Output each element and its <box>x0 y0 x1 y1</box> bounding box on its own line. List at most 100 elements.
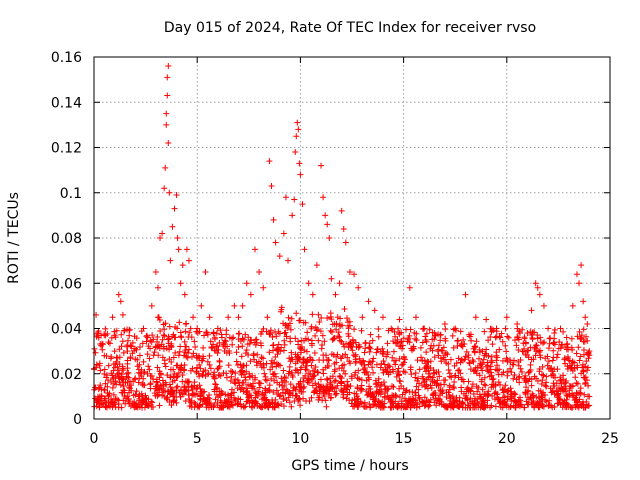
data-point <box>417 344 424 351</box>
data-point <box>423 330 430 337</box>
data-point <box>279 379 286 386</box>
data-point <box>170 331 177 338</box>
data-point <box>108 334 115 341</box>
data-point <box>435 346 442 353</box>
data-point <box>370 355 377 362</box>
data-point <box>404 336 411 343</box>
data-point <box>566 387 573 394</box>
data-point <box>581 391 588 398</box>
data-point <box>101 352 108 359</box>
data-point <box>198 302 205 309</box>
data-point <box>584 367 591 374</box>
data-point <box>365 298 372 305</box>
data-point <box>317 376 324 383</box>
data-point <box>454 367 461 374</box>
data-point <box>261 400 268 407</box>
data-point <box>318 315 325 322</box>
data-point <box>412 335 419 342</box>
data-point <box>286 355 293 362</box>
data-point <box>373 361 380 368</box>
data-point <box>370 369 377 376</box>
data-point <box>531 345 538 352</box>
data-point <box>444 351 451 358</box>
data-point <box>182 347 189 354</box>
data-point <box>493 357 500 364</box>
data-point <box>272 239 279 246</box>
data-point <box>454 337 461 344</box>
data-point <box>503 348 510 355</box>
data-point <box>155 342 162 349</box>
data-point <box>177 393 184 400</box>
data-point <box>419 326 426 333</box>
data-point <box>147 337 154 344</box>
data-point <box>539 377 546 384</box>
data-point <box>143 333 150 340</box>
data-point <box>328 351 335 358</box>
data-point <box>277 362 284 369</box>
data-point <box>544 362 551 369</box>
data-point <box>301 337 308 344</box>
data-point <box>335 333 342 340</box>
data-point <box>410 396 417 403</box>
data-point <box>174 235 181 241</box>
data-point <box>481 328 488 335</box>
data-point <box>216 392 223 399</box>
data-point <box>318 162 325 169</box>
data-point <box>207 338 214 345</box>
data-point <box>560 372 567 379</box>
data-point <box>175 246 182 253</box>
data-point <box>372 381 379 388</box>
data-point <box>314 369 321 376</box>
data-point <box>583 333 590 340</box>
data-point <box>307 356 314 363</box>
data-point <box>183 386 190 393</box>
data-point <box>569 404 576 411</box>
data-point <box>389 392 396 399</box>
data-point <box>387 404 394 411</box>
data-point <box>298 343 305 350</box>
data-point <box>334 314 341 321</box>
data-point <box>290 387 297 394</box>
data-point <box>406 332 413 339</box>
data-point <box>201 395 208 402</box>
data-point <box>366 383 373 390</box>
data-point <box>583 358 590 365</box>
data-point <box>503 355 510 362</box>
data-point <box>431 354 438 361</box>
data-point <box>278 344 285 351</box>
data-point <box>259 390 266 397</box>
data-point <box>487 404 494 411</box>
data-point <box>499 357 506 364</box>
data-point <box>487 363 494 370</box>
data-point <box>342 370 349 377</box>
data-point <box>110 380 117 387</box>
data-point <box>106 340 113 347</box>
data-point <box>260 325 267 332</box>
data-point <box>557 325 564 332</box>
data-point <box>164 92 171 99</box>
data-point <box>167 366 174 373</box>
data-point <box>207 365 214 372</box>
data-point <box>515 336 522 343</box>
data-point <box>563 404 570 411</box>
data-point <box>487 333 494 340</box>
data-point <box>583 398 590 405</box>
data-point <box>302 319 309 326</box>
data-point <box>439 387 446 394</box>
data-point <box>108 398 115 405</box>
data-point <box>517 365 524 372</box>
data-point <box>576 328 583 335</box>
data-point <box>573 396 580 403</box>
data-point <box>140 375 147 382</box>
data-point <box>220 370 227 377</box>
data-point <box>471 404 478 411</box>
data-point <box>471 367 478 374</box>
data-point <box>511 337 518 344</box>
y-tick-label: 0 <box>73 412 82 428</box>
data-point <box>93 361 100 368</box>
data-point <box>97 367 104 374</box>
data-point <box>437 355 444 362</box>
data-point <box>270 347 277 354</box>
data-point <box>431 369 438 376</box>
data-point <box>550 354 557 361</box>
